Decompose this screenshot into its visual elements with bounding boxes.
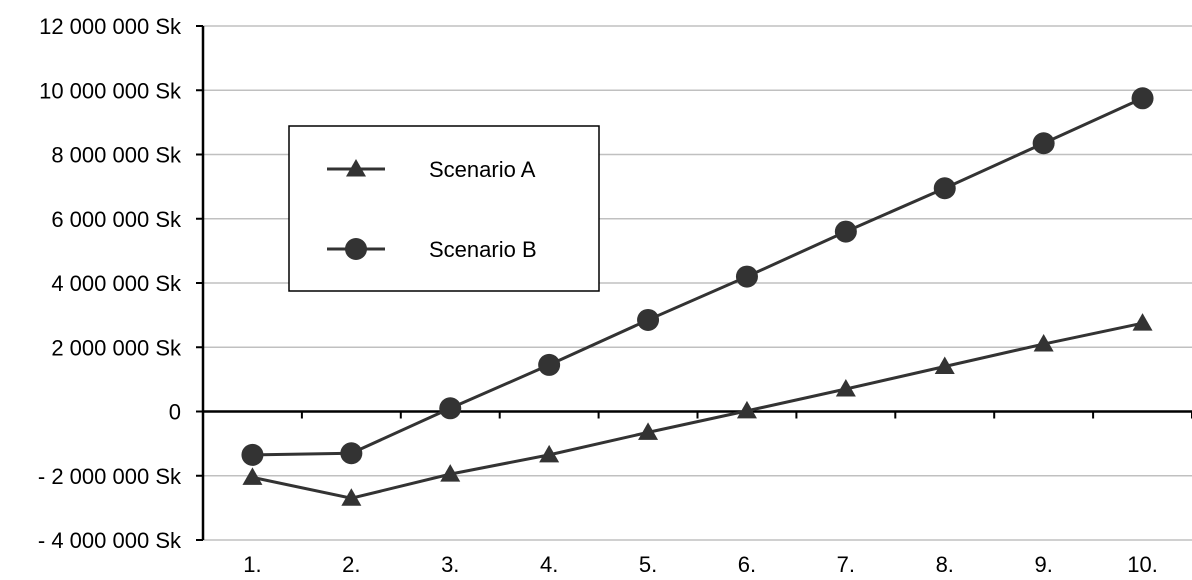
x-tick-label: 6.: [738, 552, 756, 577]
scenario-b-point: [439, 397, 462, 420]
y-tick-label: 12 000 000 Sk: [39, 14, 182, 39]
scenario-a-point: [736, 400, 757, 419]
x-tick-label: 5.: [639, 552, 657, 577]
scenario-a-point: [1132, 313, 1153, 331]
scenario-a-point: [934, 356, 955, 375]
scenario-a-point: [1033, 334, 1054, 352]
scenario-a-point: [440, 464, 461, 482]
y-tick-label: 10 000 000 Sk: [39, 78, 182, 103]
scenario-b-line: [252, 96, 1144, 457]
y-tick-label: 8 000 000 Sk: [51, 143, 182, 168]
legend-marker-scenario-a: [346, 159, 366, 177]
legend-box: [288, 125, 600, 292]
x-tick-label: 1.: [243, 552, 261, 577]
scenario-a-point: [242, 467, 263, 485]
x-tick-label: 9.: [1034, 552, 1052, 577]
axis-layer: [196, 25, 1192, 541]
y-tick-label: 4 000 000 Sk: [51, 271, 182, 296]
y-tick-label: 2 000 000 Sk: [51, 335, 182, 360]
scenario-b-point: [834, 220, 857, 243]
scenario-b-point: [538, 353, 561, 376]
series-layer: [241, 87, 1154, 506]
scenario-a-point: [638, 422, 659, 440]
label-layer: 12 000 000 Sk 10 000 000 Sk 8 000 000 Sk 6 …: [38, 14, 1158, 577]
scenario-b-point: [933, 177, 956, 200]
y-tick-label: - 2 000 000 Sk: [38, 464, 182, 489]
x-tick-label: 10.: [1127, 552, 1158, 577]
scenario-b-point: [735, 265, 758, 288]
x-tick-label: 3.: [441, 552, 459, 577]
x-tick-label: 7.: [837, 552, 855, 577]
scenario-b-point: [340, 442, 363, 465]
y-tick-label: 0: [169, 400, 181, 425]
scenario-a-point: [835, 379, 856, 397]
scenario-b-point: [1032, 132, 1055, 155]
scenario-a-point: [341, 488, 362, 506]
scenario-a-line: [252, 321, 1143, 500]
scenario-b-point: [637, 308, 660, 331]
scenario-b-point: [241, 443, 264, 466]
x-tick-label: 2.: [342, 552, 360, 577]
legend-label-scenario-b: Scenario B: [429, 237, 537, 262]
legend-marker-scenario-b: [345, 238, 367, 260]
x-tick-label: 4.: [540, 552, 558, 577]
legend: Scenario A Scenario B: [288, 125, 600, 292]
y-tick-label: 6 000 000 Sk: [51, 207, 182, 232]
legend-label-scenario-a: Scenario A: [429, 157, 536, 182]
y-tick-label: - 4 000 000 Sk: [38, 528, 182, 553]
x-tick-label: 8.: [936, 552, 954, 577]
scenario-b-point: [1131, 87, 1154, 110]
scenario-a-point: [539, 444, 560, 463]
